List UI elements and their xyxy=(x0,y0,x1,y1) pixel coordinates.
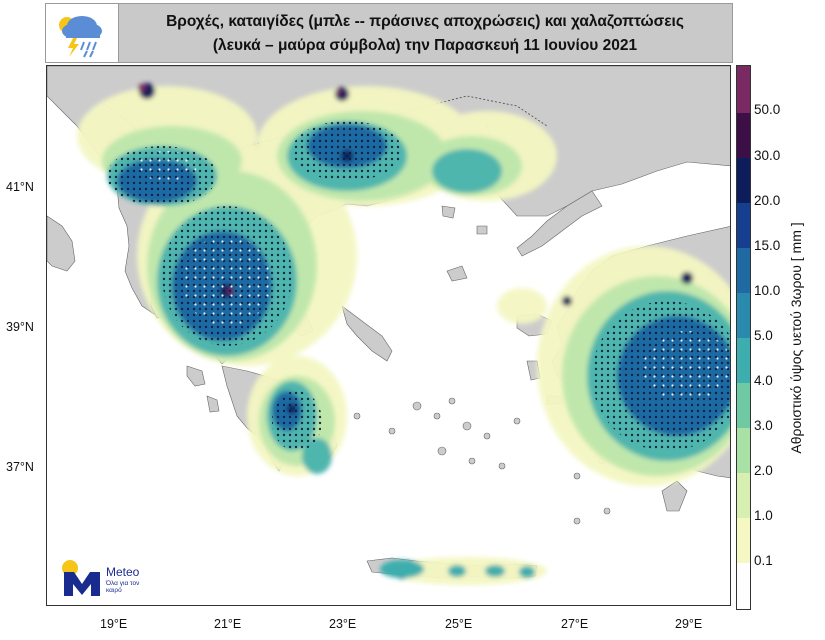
precipitation-colorbar xyxy=(736,65,751,610)
colorbar-tick: 4.0 xyxy=(754,373,773,388)
lat-label-37: 37°N xyxy=(6,460,34,474)
colorbar-segment xyxy=(737,113,750,158)
lon-label-23: 23°E xyxy=(329,617,357,631)
colorbar-segment xyxy=(737,293,750,338)
hail-symbols xyxy=(107,121,730,451)
logo-tagline: Όλα για τον καιρό xyxy=(106,580,140,594)
colorbar-tick: 20.0 xyxy=(754,193,781,208)
lon-label-25: 25°E xyxy=(445,617,473,631)
colorbar-segment xyxy=(737,338,750,383)
colorbar-tick: 30.0 xyxy=(754,148,781,163)
weather-icon-box xyxy=(46,4,119,62)
lon-label-29: 29°E xyxy=(675,617,703,631)
precipitation-map xyxy=(46,65,731,606)
logo-brand: Meteo xyxy=(106,565,140,579)
colorbar-segment xyxy=(737,203,750,248)
colorbar-tick: 15.0 xyxy=(754,238,781,253)
colorbar-tick: 5.0 xyxy=(754,328,773,343)
colorbar-tick: 2.0 xyxy=(754,463,773,478)
meteo-logo-icon xyxy=(62,560,100,596)
colorbar-tick: 1.0 xyxy=(754,508,773,523)
meteo-logo: Meteo Όλα για τον καιρό xyxy=(60,556,180,602)
colorbar-segment xyxy=(737,518,750,563)
lat-label-39: 39°N xyxy=(6,320,34,334)
map-canvas xyxy=(47,66,730,585)
colorbar-tick: 50.0 xyxy=(754,102,781,117)
colorbar-tick: 0.1 xyxy=(754,553,773,568)
colorbar-segment xyxy=(737,563,750,609)
colorbar-segment xyxy=(737,473,750,518)
colorbar-title: Αθροιστικό ύψος υετού 3ωρου [ mm ] xyxy=(788,222,804,454)
map-title: Βροχές, καταιγίδες (μπλε -- πράσινες απο… xyxy=(122,10,728,58)
lon-label-27: 27°E xyxy=(561,617,589,631)
title-line-2: (λευκά – μαύρα σύμβολα) την Παρασκευή 11… xyxy=(212,37,638,54)
colorbar-tick: 3.0 xyxy=(754,418,773,433)
storm-cloud-icon xyxy=(59,16,102,58)
colorbar-segment xyxy=(737,66,750,113)
colorbar-segment xyxy=(737,428,750,473)
colorbar-segment xyxy=(737,383,750,428)
lon-label-21: 21°E xyxy=(214,617,242,631)
colorbar-tick: 10.0 xyxy=(754,283,781,298)
colorbar-segment xyxy=(737,248,750,293)
title-line-1: Βροχές, καταιγίδες (μπλε -- πράσινες απο… xyxy=(166,13,684,30)
lon-label-19: 19°E xyxy=(100,617,128,631)
map-title-banner: Βροχές, καταιγίδες (μπλε -- πράσινες απο… xyxy=(45,3,733,63)
lat-label-41: 41°N xyxy=(6,180,34,194)
colorbar-segment xyxy=(737,158,750,203)
